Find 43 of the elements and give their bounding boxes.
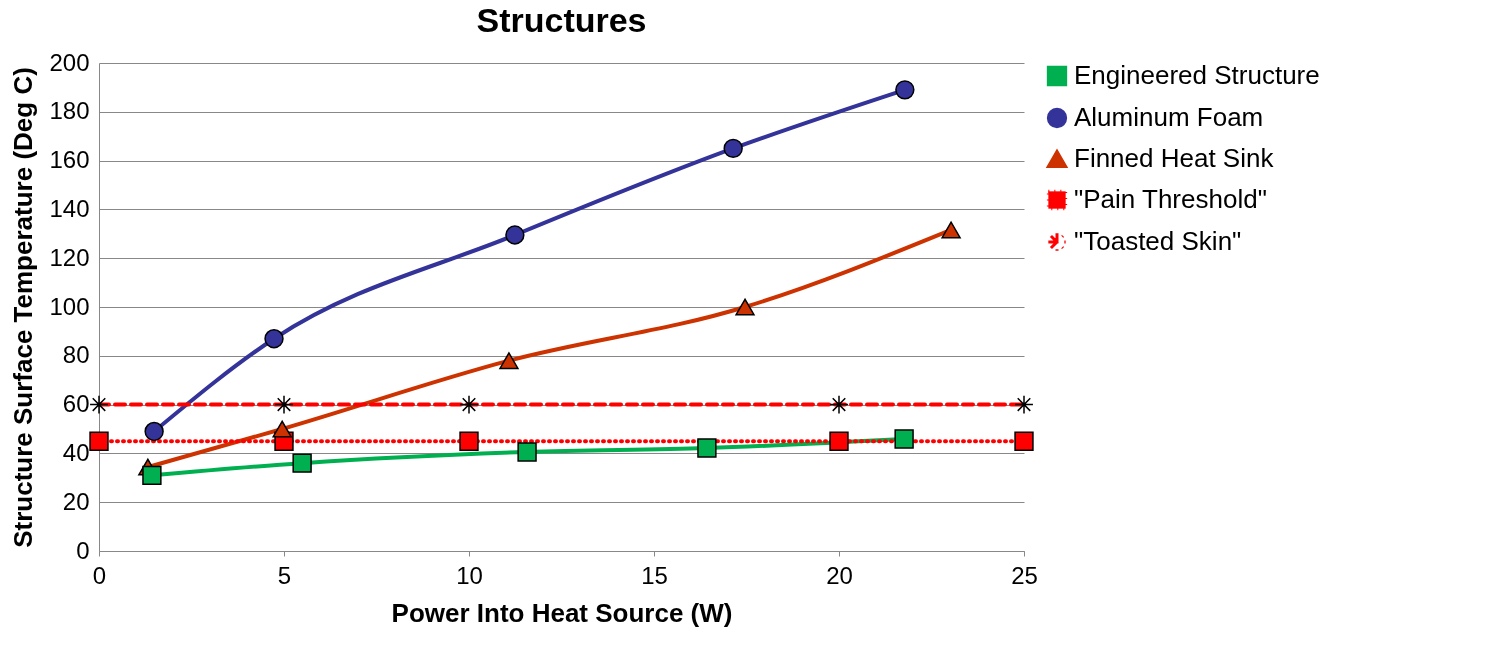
y-tick-label: 140 [49, 194, 90, 222]
y-tick-label: 0 [76, 536, 90, 564]
y-tick-label: 20 [62, 487, 90, 515]
point [829, 431, 849, 451]
point [697, 438, 717, 458]
y-tick-label: 100 [49, 292, 90, 320]
point [723, 138, 743, 159]
legend-label: "Pain Threshold" [1074, 184, 1267, 214]
y-axis-title: Structure Surface Temperature (Deg C) [8, 67, 39, 548]
point [89, 431, 109, 451]
point [142, 465, 162, 486]
point [894, 429, 914, 449]
chart-title: Structures [476, 1, 647, 39]
legend-label: Finned Heat Sink [1074, 143, 1275, 173]
y-tick-label: 40 [62, 438, 90, 466]
point [895, 80, 915, 100]
y-tick-label: 120 [49, 243, 90, 271]
y-tick-label: 80 [62, 341, 90, 369]
point [264, 329, 284, 349]
point [499, 352, 519, 370]
x-tick-label: 25 [1011, 561, 1038, 589]
x-tick-label: 0 [92, 561, 107, 589]
point [272, 420, 292, 438]
point [459, 431, 479, 451]
point [517, 442, 537, 462]
legend-label: "Toasted Skin" [1074, 226, 1242, 256]
y-tick-label: 60 [62, 390, 90, 418]
point [1014, 431, 1034, 451]
x-tick-label: 20 [826, 561, 853, 589]
point [735, 298, 755, 316]
y-tick-label: 200 [49, 48, 90, 76]
point [505, 225, 525, 245]
point [144, 421, 164, 442]
x-tick-label: 5 [277, 561, 292, 589]
point [941, 221, 961, 239]
y-tick-label: 180 [49, 97, 90, 125]
x-tick-label: 10 [456, 561, 483, 589]
x-axis-title: Power Into Heat Source (W) [391, 597, 733, 628]
legend-label: Aluminum Foam [1074, 102, 1264, 132]
y-tick-label: 160 [49, 146, 90, 174]
legend-label: Engineered Structure [1074, 60, 1320, 90]
point [292, 453, 312, 473]
x-tick-label: 15 [641, 561, 668, 589]
